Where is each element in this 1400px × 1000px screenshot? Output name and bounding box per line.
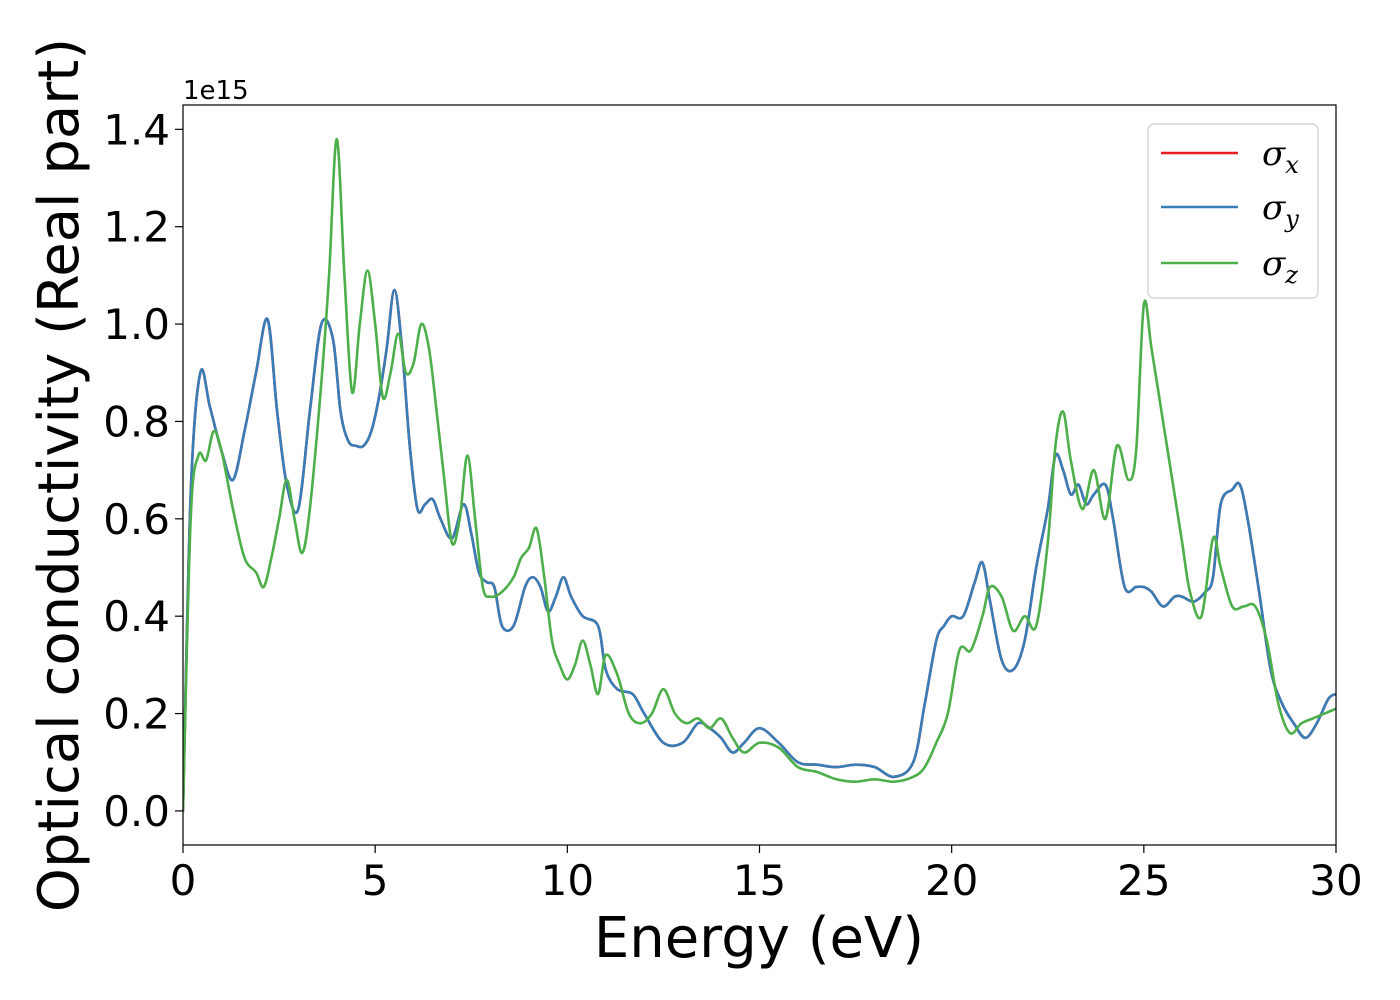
x-tick-label: 15 bbox=[733, 856, 786, 905]
x-tick-label: 20 bbox=[925, 856, 978, 905]
y-tick-label: 0.8 bbox=[103, 397, 170, 446]
legend-label-sigma-x: σx bbox=[1262, 134, 1299, 179]
legend-box bbox=[1147, 123, 1319, 299]
y-offset-label: 1e15 bbox=[183, 76, 249, 106]
y-axis: 0.0 0.2 0.4 0.6 0.8 1.0 1.2 1.4 bbox=[103, 105, 183, 836]
y-tick-label: 1.0 bbox=[103, 300, 170, 349]
x-tick-label: 10 bbox=[541, 856, 594, 905]
y-tick-label: 0.2 bbox=[103, 690, 170, 739]
x-axis: 0 5 10 15 20 25 30 bbox=[170, 845, 1363, 905]
x-tick-label: 5 bbox=[362, 856, 389, 905]
x-tick-label: 30 bbox=[1309, 856, 1362, 905]
y-tick-label: 1.4 bbox=[103, 105, 170, 154]
x-tick-label: 25 bbox=[1117, 856, 1170, 905]
y-tick-label: 0.6 bbox=[103, 495, 170, 544]
x-tick-label: 0 bbox=[170, 856, 197, 905]
legend: σx σy σz bbox=[1147, 123, 1319, 299]
series-line-sigma-z bbox=[183, 137, 1336, 813]
legend-label-sigma-z: σz bbox=[1262, 244, 1298, 289]
y-axis-title: Optical conductivity (Real part) bbox=[27, 38, 92, 912]
y-tick-label: 0.4 bbox=[103, 592, 170, 641]
x-axis-title: Energy (eV) bbox=[594, 906, 924, 971]
series-layer bbox=[183, 137, 1336, 813]
y-tick-label: 0.0 bbox=[103, 787, 170, 836]
y-tick-label: 1.2 bbox=[103, 203, 170, 252]
legend-label-sigma-y: σy bbox=[1262, 188, 1299, 233]
